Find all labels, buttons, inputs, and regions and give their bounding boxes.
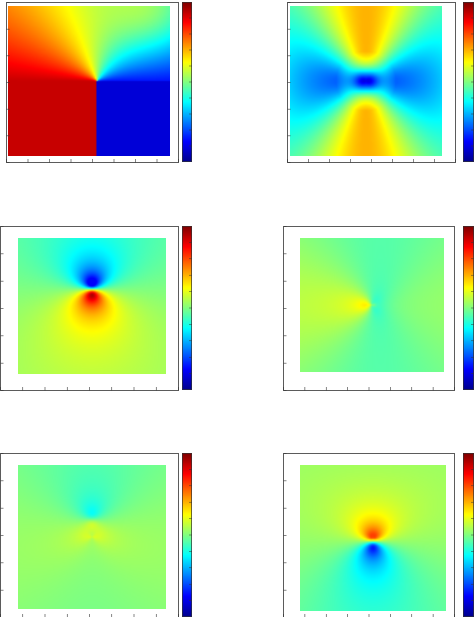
colorbar-gradient xyxy=(463,453,474,617)
heatmap-panel-5 xyxy=(0,453,192,617)
heatmap-panel-1 xyxy=(6,2,192,163)
colorbar-gradient xyxy=(182,453,192,617)
colorbar-gradient xyxy=(463,226,474,390)
heatmap-panel-4 xyxy=(283,226,474,391)
heatmap-image xyxy=(300,465,446,611)
colorbar-gradient xyxy=(182,2,192,162)
colorbar xyxy=(182,226,192,390)
heatmap-image xyxy=(300,238,444,372)
colorbar xyxy=(182,453,192,617)
colorbar-gradient xyxy=(182,226,192,390)
colorbar xyxy=(463,2,474,162)
axis-ticks xyxy=(287,2,456,163)
colorbar xyxy=(182,2,192,162)
colorbar xyxy=(463,453,474,617)
axis-ticks xyxy=(283,226,455,391)
axis-ticks xyxy=(6,2,179,163)
axis-ticks xyxy=(0,226,179,391)
heatmap-panel-6 xyxy=(283,453,474,617)
heatmap-image xyxy=(290,6,442,156)
heatmap-image xyxy=(18,238,166,374)
heatmap-panel-3 xyxy=(0,226,192,391)
colorbar-gradient xyxy=(463,2,474,162)
heatmap-image xyxy=(8,6,170,156)
colorbar xyxy=(463,226,474,390)
heatmap-panel-2 xyxy=(287,2,474,163)
heatmap-image xyxy=(18,465,166,609)
